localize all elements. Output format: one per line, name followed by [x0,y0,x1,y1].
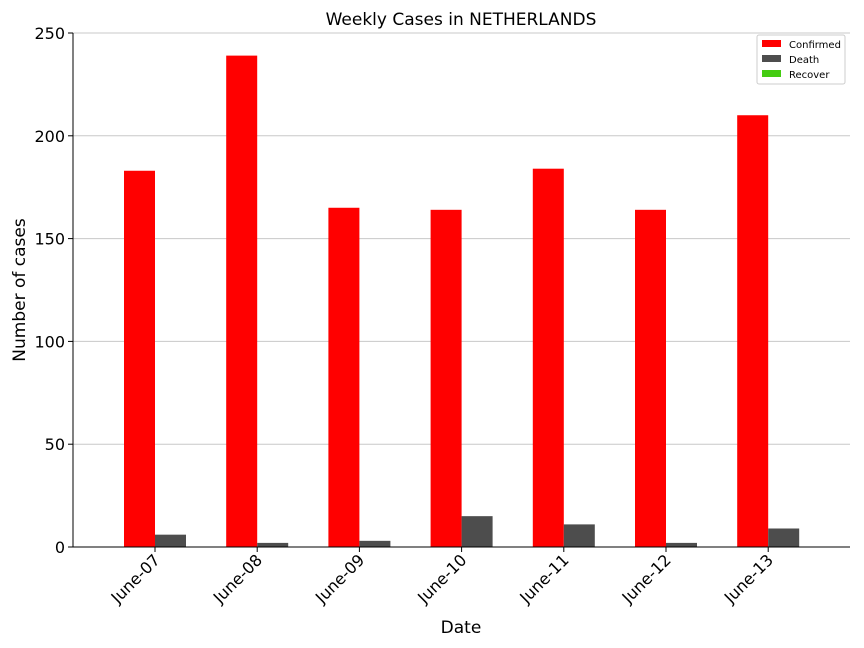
legend-swatch-death [762,55,781,62]
x-tick-label: June-13 [720,550,777,607]
legend-swatch-recover [762,70,781,77]
legend-label-death: Death [789,55,819,66]
y-tick-label: 0 [55,538,65,557]
x-tick-label: June-09 [311,550,368,607]
bar-death-june-08 [257,542,289,547]
legend-label-recover: Recover [789,70,830,81]
bar-confirmed-june-13 [737,115,769,548]
bar-death-june-13 [768,528,800,547]
legend-label-confirmed: Confirmed [789,40,841,51]
x-tick-label: June-08 [209,550,266,607]
y-tick-label: 150 [34,230,65,249]
x-axis-title: Date [441,618,482,638]
y-tick-label: 50 [45,435,65,454]
bar-death-june-07 [155,534,186,547]
bar-confirmed-june-10 [430,209,462,548]
legend-swatch-confirmed [762,40,781,47]
x-tick-label: June-11 [515,550,572,607]
bar-confirmed-june-11 [532,168,564,548]
bar-confirmed-june-07 [124,170,155,547]
bar-death-june-10 [461,516,493,547]
bar-confirmed-june-08 [226,55,258,548]
y-ticks: 0 50 100 150 200 250 [34,24,73,557]
x-tick-label: June-07 [107,550,164,607]
bar-death-june-11 [563,524,595,547]
x-tick-label: June-10 [413,550,470,607]
y-tick-label: 250 [34,24,65,43]
y-tick-label: 200 [34,127,65,146]
bar-confirmed-june-12 [635,209,666,548]
bar-death-june-12 [666,542,697,547]
bar-death-june-09 [359,540,391,547]
bars [124,55,800,548]
x-tick-label: June-12 [618,550,675,607]
chart-title: Weekly Cases in NETHERLANDS [326,10,597,30]
bar-confirmed-june-09 [328,207,360,547]
legend: Confirmed Death Recover [756,34,846,85]
x-ticks: June-07 June-08 June-09 June-10 June-11 June-… [107,547,777,608]
y-tick-label: 100 [34,332,65,351]
y-axis-title: Number of cases [10,218,30,362]
